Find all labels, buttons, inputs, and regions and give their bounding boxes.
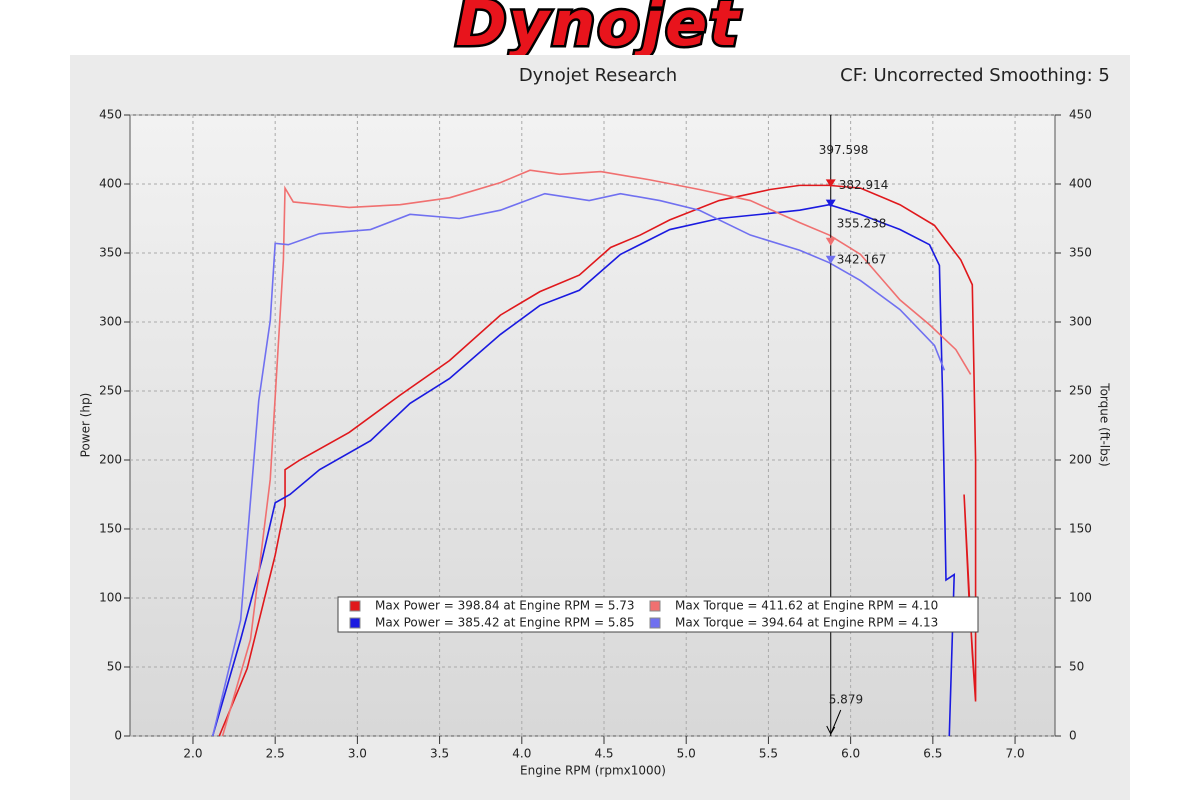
x-tick-label: 6.5 xyxy=(923,747,942,761)
cursor-label: 5.879 xyxy=(829,693,863,707)
legend-swatch xyxy=(349,600,361,612)
x-tick-label: 4.0 xyxy=(512,747,531,761)
y-tick-label: 450 xyxy=(99,108,122,122)
y2-tick-label: 250 xyxy=(1069,384,1092,398)
x-tick-label: 3.0 xyxy=(348,747,367,761)
cursor-value: 382.914 xyxy=(839,178,889,192)
y-tick-label: 400 xyxy=(99,177,122,191)
y-tick-label: 0 xyxy=(114,729,122,743)
x-axis-label: Engine RPM (rpmx1000) xyxy=(520,764,666,778)
series-line xyxy=(221,169,972,737)
y2-tick-label: 400 xyxy=(1069,177,1092,191)
legend-swatch xyxy=(649,617,661,629)
x-tick-label: 3.5 xyxy=(430,747,449,761)
x-tick-label: 5.0 xyxy=(677,747,696,761)
plot-area xyxy=(129,114,1056,737)
y2-tick-label: 300 xyxy=(1069,315,1092,329)
chart-subtitle: CF: Uncorrected Smoothing: 5 xyxy=(840,65,1110,86)
cursor-arrow xyxy=(826,709,842,736)
y2-axis-label: Torque (ft-lbs) xyxy=(1098,382,1112,466)
cursor-value: 397.598 xyxy=(819,143,869,157)
y2-tick-label: 200 xyxy=(1069,453,1092,467)
y2-tick-label: 150 xyxy=(1069,522,1092,536)
y2-tick-label: 50 xyxy=(1069,660,1084,674)
series-line xyxy=(211,203,956,737)
y-tick-label: 50 xyxy=(107,660,122,674)
legend-label: Max Power = 398.84 at Engine RPM = 5.73 xyxy=(375,599,635,613)
x-tick-label: 2.0 xyxy=(183,747,202,761)
y-axis-label: Power (hp) xyxy=(79,393,93,458)
chart-title: Dynojet Research xyxy=(519,65,677,86)
y-tick-label: 200 xyxy=(99,453,122,467)
legend-label: Max Power = 385.42 at Engine RPM = 5.85 xyxy=(375,616,635,630)
legend-swatch xyxy=(349,617,361,629)
y-tick-label: 250 xyxy=(99,384,122,398)
y-tick-label: 300 xyxy=(99,315,122,329)
cursor-value: 355.238 xyxy=(837,216,887,230)
series-line xyxy=(211,192,946,737)
series-line xyxy=(218,184,977,737)
x-tick-label: 5.5 xyxy=(759,747,778,761)
y-tick-label: 100 xyxy=(99,591,122,605)
cursor-marker xyxy=(825,199,836,208)
x-tick-label: 4.5 xyxy=(594,747,613,761)
y2-tick-label: 0 xyxy=(1069,729,1077,743)
cursor-marker xyxy=(825,255,836,264)
x-tick-label: 6.0 xyxy=(841,747,860,761)
legend-swatch xyxy=(649,600,661,612)
y-tick-label: 150 xyxy=(99,522,122,536)
legend-label: Max Torque = 411.62 at Engine RPM = 4.10 xyxy=(675,599,938,613)
legend-label: Max Torque = 394.64 at Engine RPM = 4.13 xyxy=(675,616,938,630)
y-tick-label: 350 xyxy=(99,246,122,260)
cursor-marker xyxy=(825,237,836,246)
logo: Dynojet xyxy=(455,0,741,60)
x-tick-label: 2.5 xyxy=(266,747,285,761)
cursor-value: 342.167 xyxy=(837,252,887,266)
y2-tick-label: 450 xyxy=(1069,108,1092,122)
x-tick-label: 7.0 xyxy=(1006,747,1025,761)
cursor-marker xyxy=(825,179,836,188)
y2-tick-label: 350 xyxy=(1069,246,1092,260)
y2-tick-label: 100 xyxy=(1069,591,1092,605)
